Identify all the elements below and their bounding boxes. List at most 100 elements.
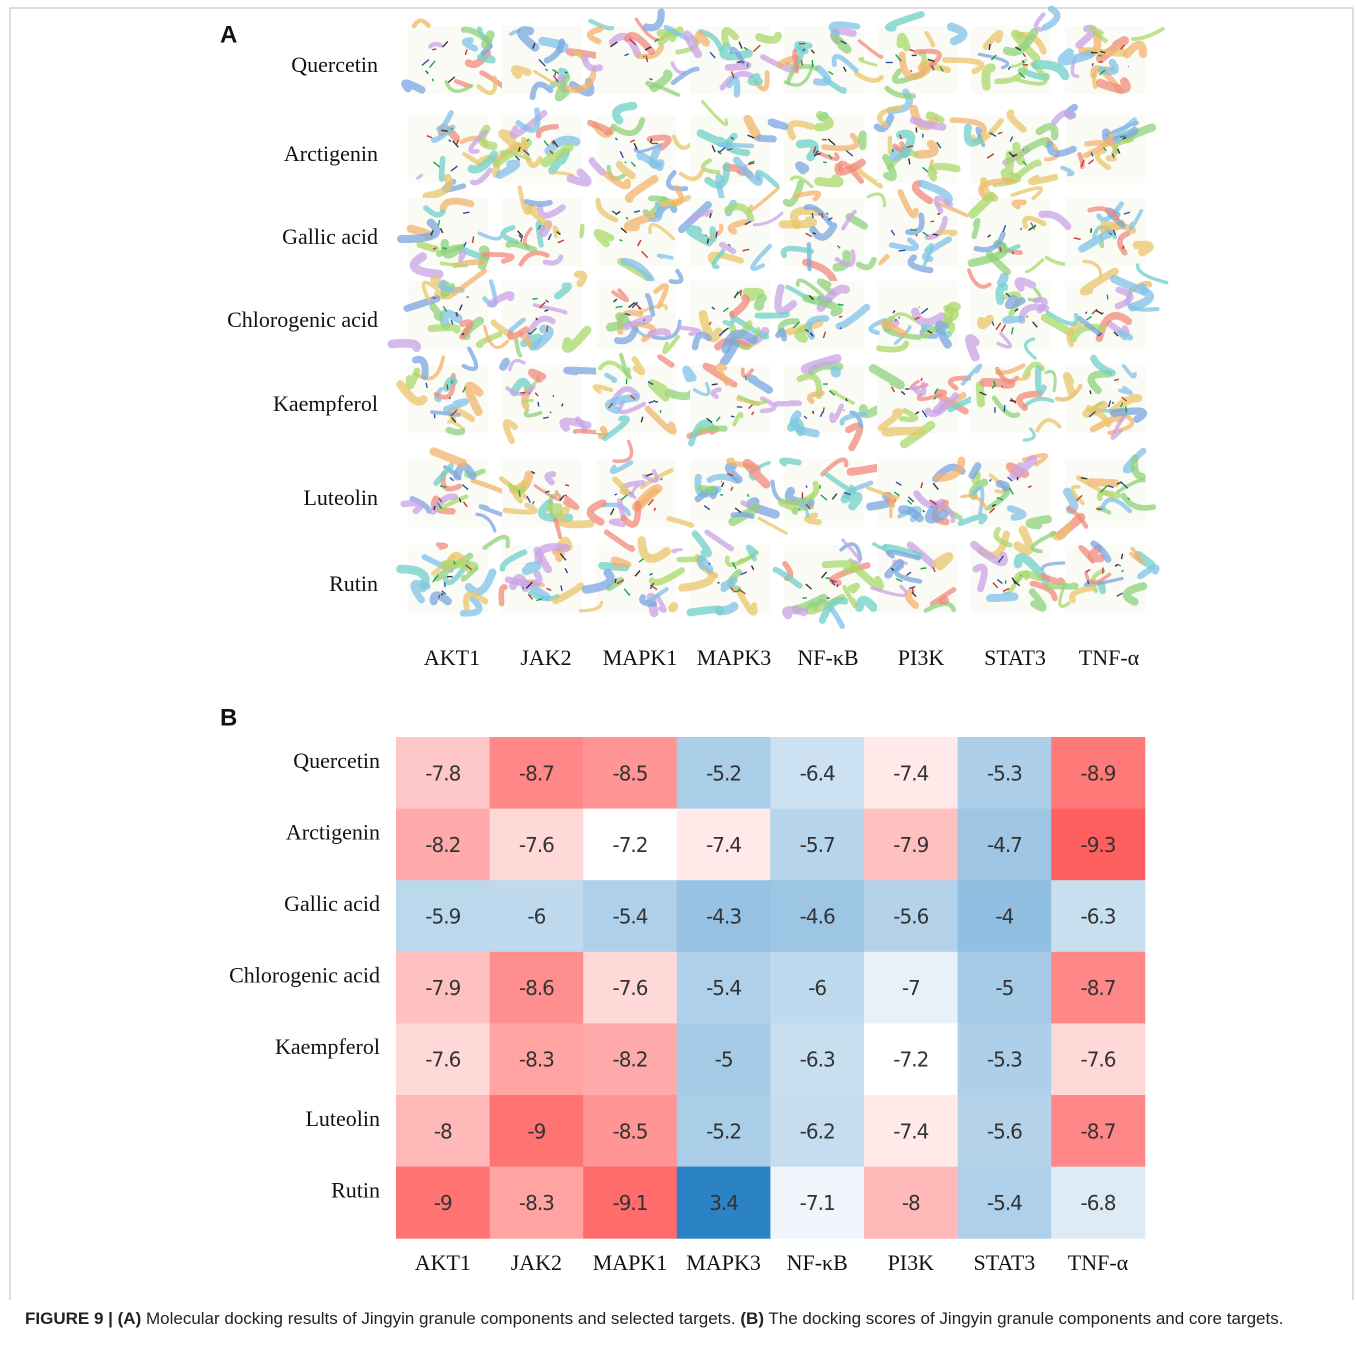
docking-image	[783, 183, 874, 280]
cell-value: -6.4	[800, 761, 835, 785]
cell-value: -8.7	[519, 761, 554, 785]
ligand-bond	[921, 568, 927, 569]
cell-value: -7.4	[893, 761, 928, 785]
compound-label: Kaempferol	[273, 391, 378, 416]
cell-value: -7.8	[425, 761, 460, 785]
ribbon	[485, 35, 490, 45]
ligand-bond	[615, 494, 617, 495]
ligand-bond	[553, 395, 554, 397]
ribbon	[567, 370, 596, 372]
cell-value: -4.6	[800, 905, 835, 929]
ribbon	[851, 586, 857, 591]
docking-image	[497, 110, 588, 183]
ligand-bond	[709, 563, 710, 565]
ribbon	[651, 332, 668, 334]
ribbon	[794, 51, 797, 71]
row-label: Chlorogenic acid	[229, 963, 380, 988]
ribbon	[1091, 482, 1116, 483]
docking-image	[1042, 198, 1167, 283]
ribbon	[759, 138, 774, 139]
ribbon	[874, 544, 885, 548]
ribbon	[940, 232, 955, 234]
ribbon	[526, 566, 537, 571]
ribbon	[581, 226, 582, 236]
docking-image	[1053, 451, 1153, 537]
docking-image	[682, 188, 782, 269]
ligand-bond	[616, 306, 623, 307]
docking-image	[971, 530, 1068, 613]
ribbon	[449, 430, 462, 432]
ribbon	[929, 509, 944, 519]
cell-value: -7.1	[800, 1191, 835, 1215]
ribbon	[777, 403, 800, 404]
docking-image	[873, 365, 980, 444]
cell-value: -6.3	[800, 1048, 835, 1072]
panel-label: B	[220, 704, 237, 731]
docking-image	[868, 184, 967, 271]
ligand-bond	[747, 63, 748, 67]
ribbon	[414, 21, 428, 26]
ribbon	[659, 255, 672, 257]
docking-image	[401, 198, 500, 274]
compound-label: Chlorogenic acid	[227, 307, 378, 332]
ligand-bond	[839, 316, 842, 317]
cell-value: -7	[902, 976, 920, 1000]
ribbon	[835, 370, 837, 373]
docking-image	[400, 545, 492, 614]
cell-value: -8	[902, 1191, 920, 1215]
ribbon	[690, 609, 720, 612]
ribbon	[818, 179, 839, 183]
ligand-bond	[813, 411, 814, 414]
docking-image	[596, 179, 689, 280]
ribbon	[577, 274, 583, 284]
docking-image	[405, 21, 507, 94]
ribbon	[1005, 319, 1020, 321]
ligand-bond	[1027, 316, 1028, 318]
docking-image	[877, 108, 957, 183]
ribbon	[1101, 584, 1103, 591]
ribbon	[900, 37, 906, 48]
ligand-bond	[1122, 554, 1123, 559]
ligand-bond	[706, 235, 707, 236]
ribbon	[660, 357, 672, 365]
caption-label: (B)	[740, 1309, 764, 1328]
ribbon	[430, 44, 440, 47]
cell-value: -5.6	[893, 905, 928, 929]
ligand-bond	[820, 485, 821, 489]
docking-image	[502, 361, 605, 441]
ribbon	[771, 122, 784, 126]
target-label: TNF-α	[1079, 645, 1140, 670]
ligand-bond	[426, 383, 427, 388]
ligand-bond	[1098, 55, 1102, 56]
docking-image	[776, 540, 874, 626]
ligand-bond	[1090, 390, 1091, 394]
ligand-bond	[441, 130, 447, 131]
panel-label: A	[220, 21, 237, 48]
cell-value: -6.3	[1080, 905, 1115, 929]
docking-image	[590, 106, 693, 189]
docking-image	[771, 115, 880, 187]
ribbon	[550, 507, 559, 512]
column-label: JAK2	[511, 1250, 562, 1275]
cell-value: -8	[434, 1119, 452, 1143]
cell-value: -6.8	[1080, 1191, 1115, 1215]
ribbon	[669, 392, 693, 396]
ligand-bond	[625, 162, 626, 163]
ribbon	[602, 566, 625, 568]
ligand-bond	[731, 416, 735, 417]
caption: FIGURE 9 | (A) Molecular docking results…	[25, 1306, 1315, 1331]
ribbon	[700, 429, 725, 431]
cell-value: -4.3	[706, 905, 741, 929]
docking-image	[679, 532, 770, 613]
docking-image	[404, 451, 513, 530]
ribbon	[758, 298, 762, 306]
docking-image	[969, 270, 1051, 358]
docking-image	[502, 26, 596, 98]
ribbon	[527, 202, 550, 204]
caption-text: Molecular docking results of Jingyin gra…	[146, 1309, 736, 1328]
ribbon	[434, 595, 448, 601]
ligand-bond	[1022, 150, 1023, 151]
ligand-bond	[741, 290, 742, 296]
ribbon	[980, 385, 981, 403]
cell-value: -7.4	[706, 833, 741, 857]
